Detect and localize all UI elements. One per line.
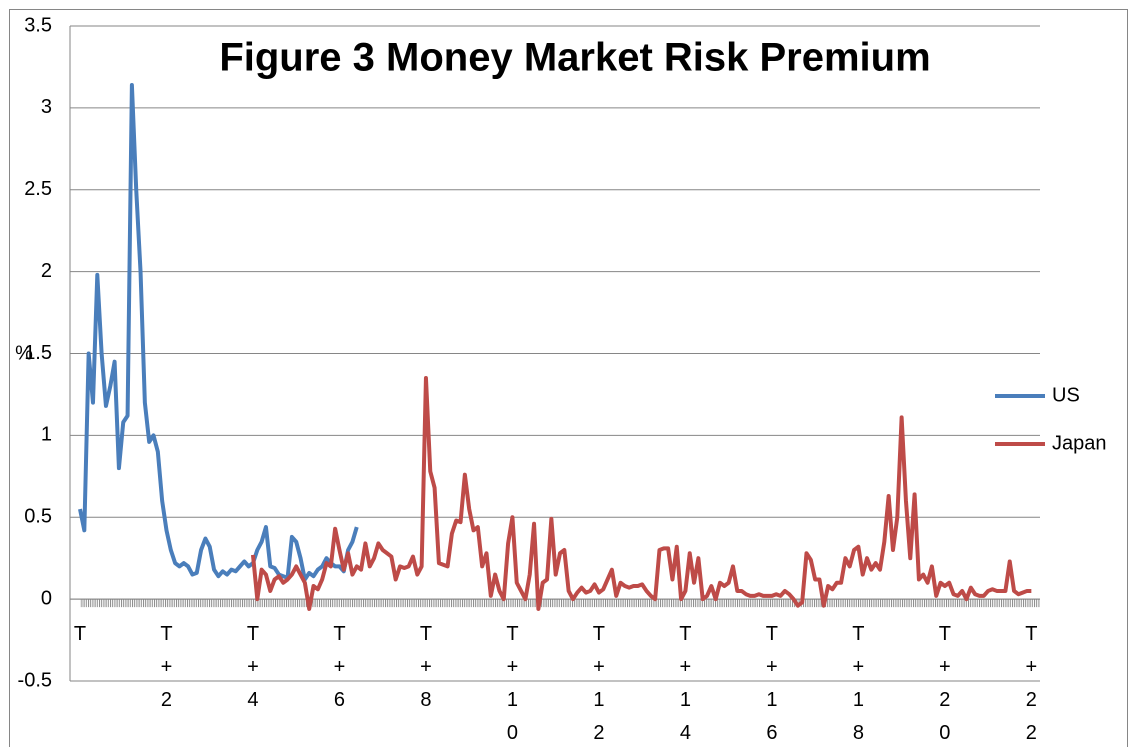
y-tick-label: 0.5 xyxy=(24,506,52,528)
x-tick-label: T +1 6 xyxy=(766,623,778,744)
series-line xyxy=(250,376,1032,611)
x-tick-label: T +1 4 xyxy=(679,623,691,744)
x-tick-label: T +2 xyxy=(160,623,172,711)
y-axis-label: % xyxy=(15,342,33,364)
y-tick-label: 3.5 xyxy=(24,14,52,36)
y-tick-label: -0.5 xyxy=(18,669,52,691)
y-tick-label: 1.5 xyxy=(24,342,52,364)
x-tick-label: T +4 xyxy=(247,623,259,711)
x-axis-ticks xyxy=(80,599,1040,608)
legend-label: Japan xyxy=(1052,432,1107,454)
x-tick-label: T +1 2 xyxy=(593,623,605,744)
y-tick-label: 3 xyxy=(41,96,52,118)
x-tick-label: T +6 xyxy=(333,623,345,711)
y-tick-label: 2.5 xyxy=(24,178,52,200)
chart-frame xyxy=(9,9,1128,747)
y-tick-label: 1 xyxy=(41,424,52,446)
x-tick-label: T +1 0 xyxy=(506,623,518,744)
y-tick-label: 2 xyxy=(41,260,52,282)
x-tick-label: T +1 8 xyxy=(852,623,864,744)
x-tick-label: T +2 2 xyxy=(1025,623,1037,744)
x-tick-label: T +8 xyxy=(420,623,432,711)
y-tick-label: 0 xyxy=(41,587,52,609)
series-line xyxy=(78,82,359,582)
x-tick-label: T xyxy=(74,623,86,645)
legend-label: US xyxy=(1052,384,1080,406)
x-tick-label: T +2 0 xyxy=(939,623,951,744)
chart-title: Figure 3 Money Market Risk Premium xyxy=(219,36,930,80)
